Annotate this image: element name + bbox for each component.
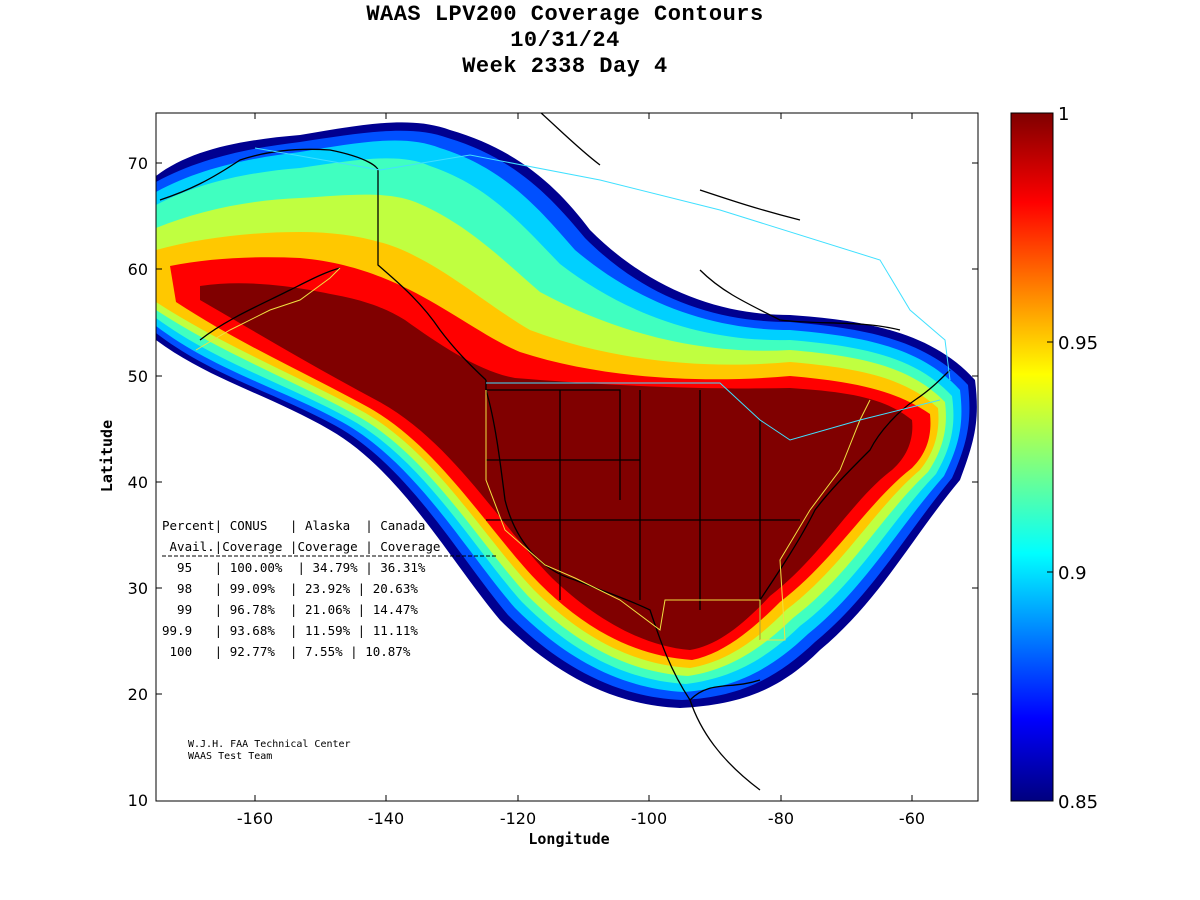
- table-row: 99.9 | 93.68% | 11.59% | 11.11%: [162, 623, 418, 638]
- y-tick-label: 50: [128, 367, 148, 386]
- y-axis-label: Latitude: [98, 420, 116, 492]
- y-axis: 70 60 50 40 30 20 10: [128, 154, 978, 810]
- x-axis: -160 -140 -120 -100 -80 -60: [237, 113, 925, 828]
- x-tick-label: -120: [500, 809, 536, 828]
- y-tick-label: 70: [128, 154, 148, 173]
- plot-frame: [155, 112, 979, 802]
- table-row: 98 | 99.09% | 23.92% | 20.63%: [162, 581, 418, 596]
- contour-band-100: [200, 283, 913, 650]
- x-axis-label: Longitude: [528, 830, 609, 848]
- chart-date: 10/31/24: [510, 28, 620, 53]
- chart-week: Week 2338 Day 4: [462, 54, 668, 79]
- y-tick-label: 20: [128, 685, 148, 704]
- coverage-table: Percent| CONUS | Alaska | Canada Avail.|…: [162, 518, 496, 659]
- coastlines: [159, 113, 951, 791]
- credit-line: W.J.H. FAA Technical Center: [188, 739, 351, 750]
- y-tick-label: 10: [128, 791, 148, 810]
- colorbar: 1 0.95 0.9 0.85: [1010, 104, 1098, 813]
- colorbar-tick: 0.9: [1058, 563, 1087, 584]
- y-tick-label: 60: [128, 260, 148, 279]
- colorbar-tick: 0.85: [1058, 792, 1098, 813]
- coverage-contours: [156, 122, 977, 708]
- table-header: Percent| CONUS | Alaska | Canada: [162, 518, 425, 533]
- x-tick-label: -100: [631, 809, 667, 828]
- table-row: 100 | 92.77% | 7.55% | 10.87%: [162, 644, 411, 659]
- x-tick-label: -80: [768, 809, 794, 828]
- y-tick-label: 40: [128, 473, 148, 492]
- chart-title: WAAS LPV200 Coverage Contours: [366, 2, 764, 27]
- colorbar-tick: 1: [1058, 104, 1069, 125]
- y-tick-label: 30: [128, 579, 148, 598]
- colorbar-scale: [1010, 112, 1054, 802]
- region-boundaries: [195, 147, 951, 641]
- x-tick-label: -140: [368, 809, 404, 828]
- table-row: 95 | 100.00% | 34.79% | 36.31%: [162, 560, 426, 575]
- table-header: Avail.|Coverage |Coverage | Coverage: [162, 539, 440, 554]
- credit-line: WAAS Test Team: [188, 751, 272, 762]
- x-tick-label: -60: [899, 809, 925, 828]
- colorbar-tick: 0.95: [1058, 333, 1098, 354]
- x-tick-label: -160: [237, 809, 273, 828]
- table-row: 99 | 96.78% | 21.06% | 14.47%: [162, 602, 418, 617]
